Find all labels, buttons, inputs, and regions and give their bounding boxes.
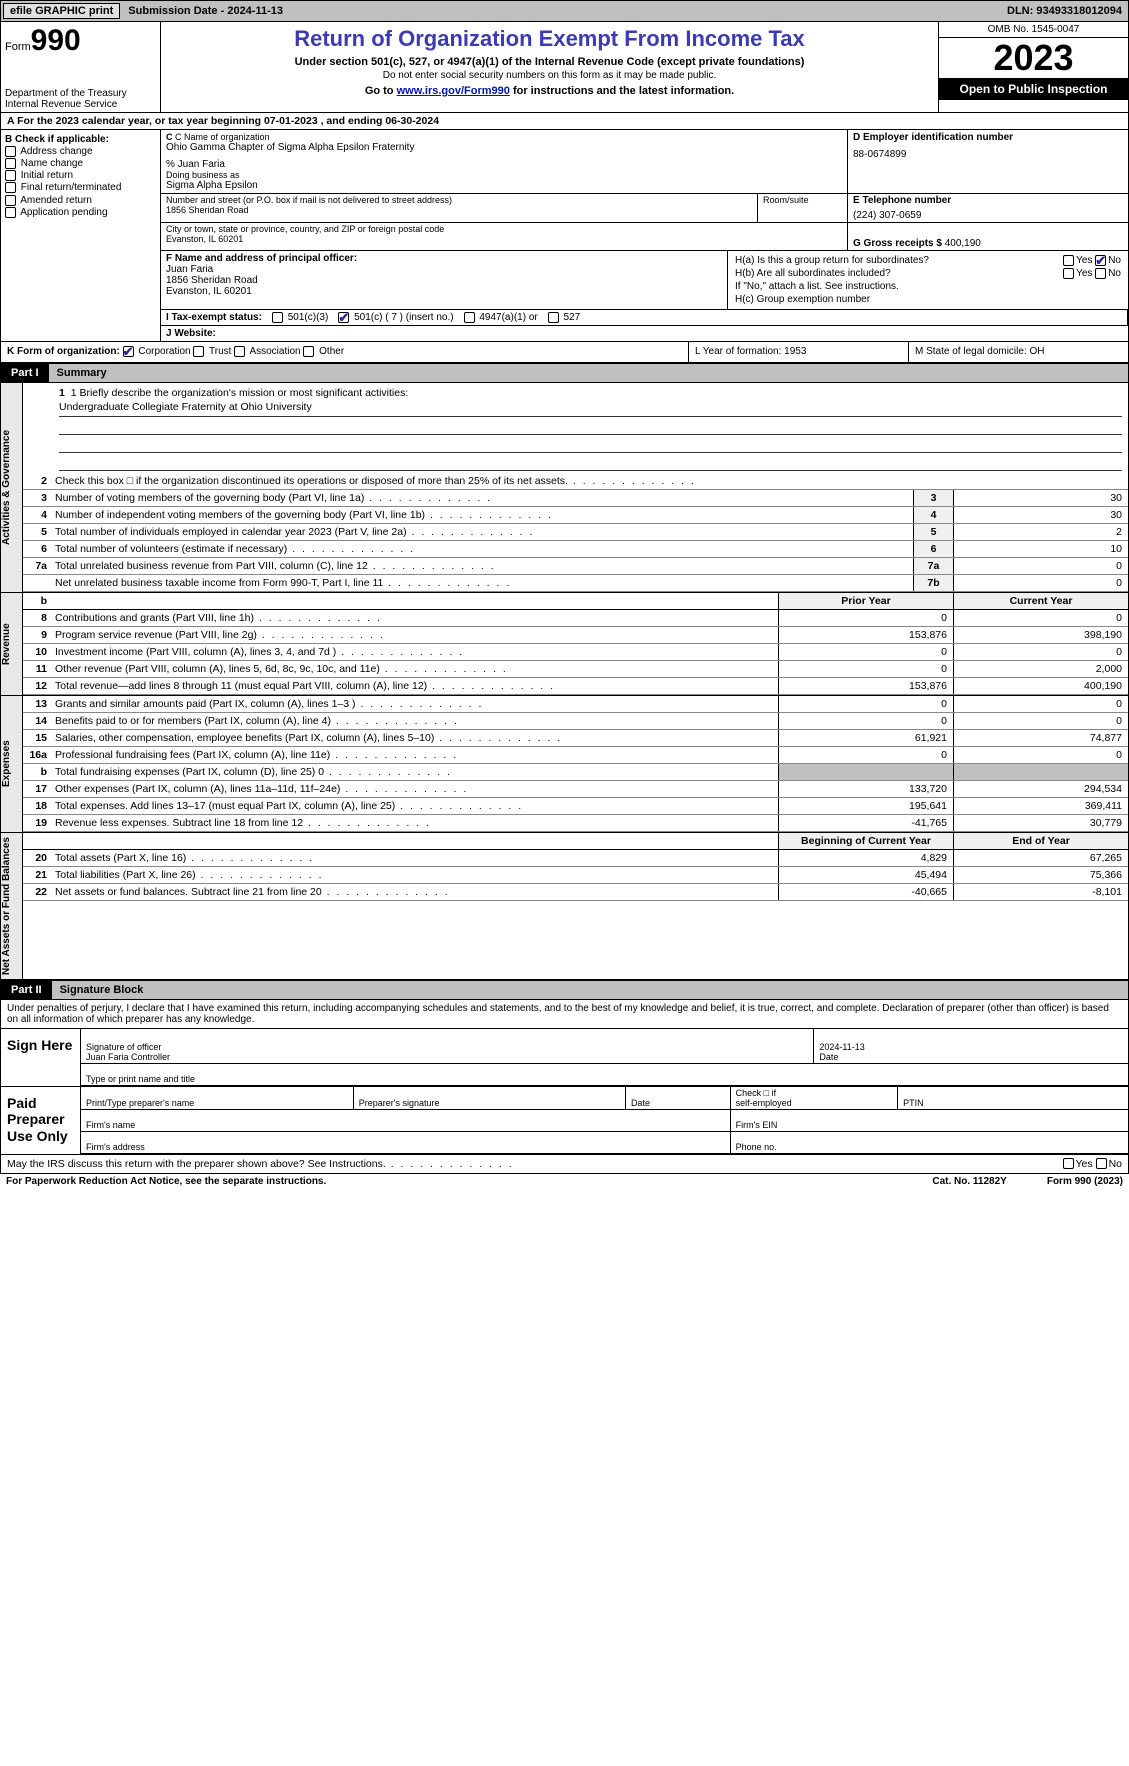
ssn-warning: Do not enter social security numbers on … (167, 70, 932, 81)
box-c: C C Name of organization Ohio Gamma Chap… (161, 130, 848, 193)
box-b: B Check if applicable: Address change Na… (1, 130, 161, 341)
row-i: I Tax-exempt status: 501(c)(3) 501(c) ( … (161, 310, 1128, 325)
summary-line: 12Total revenue—add lines 8 through 11 (… (23, 678, 1128, 695)
summary-line: 8Contributions and grants (Part VIII, li… (23, 610, 1128, 627)
summary-line: 7aTotal unrelated business revenue from … (23, 558, 1128, 575)
declaration: Under penalties of perjury, I declare th… (0, 1000, 1129, 1029)
chk-name-change[interactable] (5, 158, 16, 169)
summary-line: 2Check this box □ if the organization di… (23, 473, 1128, 490)
summary-expenses: Expenses 13Grants and similar amounts pa… (0, 696, 1129, 833)
omb-number: OMB No. 1545-0047 (939, 22, 1128, 38)
chk-address-change[interactable] (5, 146, 16, 157)
summary-line: 10Investment income (Part VIII, column (… (23, 644, 1128, 661)
summary-line: 17Other expenses (Part IX, column (A), l… (23, 781, 1128, 798)
form-number: Form990 (5, 24, 156, 58)
form-title: Return of Organization Exempt From Incom… (167, 26, 932, 52)
summary-line: 3Number of voting members of the governi… (23, 490, 1128, 507)
summary-line: 11Other revenue (Part VIII, column (A), … (23, 661, 1128, 678)
street-address: Number and street (or P.O. box if mail i… (161, 194, 758, 222)
row-k: K Form of organization: Corporation Trus… (0, 342, 1129, 362)
chk-initial-return[interactable] (5, 170, 16, 181)
box-d: D Employer identification number 88-0674… (848, 130, 1128, 193)
summary-line: 21Total liabilities (Part X, line 26)45,… (23, 867, 1128, 884)
chk-final-return[interactable] (5, 182, 16, 193)
part-ii-header: Part IISignature Block (0, 980, 1129, 1000)
tax-year: 2023 (939, 38, 1128, 78)
dln: DLN: 93493318012094 (1001, 5, 1128, 17)
summary-line: 14Benefits paid to or for members (Part … (23, 713, 1128, 730)
care-of: % Juan Faria (166, 159, 842, 170)
chk-amended-return[interactable] (5, 195, 16, 206)
summary-line: 22Net assets or fund balances. Subtract … (23, 884, 1128, 901)
goto-link: Go to www.irs.gov/Form990 for instructio… (167, 85, 932, 97)
room-suite: Room/suite (758, 194, 848, 222)
summary-line: 4Number of independent voting members of… (23, 507, 1128, 524)
summary-revenue: Revenue b Prior YearCurrent Year 8Contri… (0, 593, 1129, 696)
summary-line: 15Salaries, other compensation, employee… (23, 730, 1128, 747)
top-toolbar: efile GRAPHIC print Submission Date - 20… (0, 0, 1129, 22)
open-to-public: Open to Public Inspection (939, 78, 1128, 100)
part-i-header: Part ISummary (0, 363, 1129, 383)
org-name: Ohio Gamma Chapter of Sigma Alpha Epsilo… (166, 142, 842, 153)
may-discuss: May the IRS discuss this return with the… (0, 1155, 1129, 1174)
chk-app-pending[interactable] (5, 207, 16, 218)
ein: 88-0674899 (853, 149, 1123, 160)
subtitle: Under section 501(c), 527, or 4947(a)(1)… (167, 56, 932, 68)
efile-print-button[interactable]: efile GRAPHIC print (3, 3, 120, 19)
box-h: H(a) Is this a group return for subordin… (728, 251, 1128, 309)
summary-line: 20Total assets (Part X, line 16)4,82967,… (23, 850, 1128, 867)
footer-line: For Paperwork Reduction Act Notice, see … (0, 1174, 1129, 1189)
summary-governance: Activities & Governance 1 1 Briefly desc… (0, 383, 1129, 593)
summary-line: 5Total number of individuals employed in… (23, 524, 1128, 541)
mission: 1 1 Briefly describe the organization's … (23, 383, 1128, 473)
summary-line: 19Revenue less expenses. Subtract line 1… (23, 815, 1128, 832)
dba: Sigma Alpha Epsilon (166, 180, 842, 191)
summary-line: 18Total expenses. Add lines 13–17 (must … (23, 798, 1128, 815)
line-a: A For the 2023 calendar year, or tax yea… (0, 113, 1129, 130)
dept-treasury: Department of the Treasury Internal Reve… (5, 88, 156, 110)
row-j: J Website: (161, 326, 1128, 341)
summary-line: 16aProfessional fundraising fees (Part I… (23, 747, 1128, 764)
submission-date: Submission Date - 2024-11-13 (122, 5, 289, 17)
box-f: F Name and address of principal officer:… (161, 251, 728, 309)
box-g: G Gross receipts $ 400,190 (848, 223, 1128, 250)
city-state: City or town, state or province, country… (161, 223, 848, 250)
header-block: B Check if applicable: Address change Na… (0, 130, 1129, 342)
summary-line: 13Grants and similar amounts paid (Part … (23, 696, 1128, 713)
summary-line: bTotal fundraising expenses (Part IX, co… (23, 764, 1128, 781)
summary-line: 9Program service revenue (Part VIII, lin… (23, 627, 1128, 644)
box-e: E Telephone number (224) 307-0659 (848, 194, 1128, 222)
form-header: Form990 Department of the Treasury Inter… (0, 22, 1129, 113)
summary-net: Net Assets or Fund Balances Beginning of… (0, 833, 1129, 980)
summary-line: 6Total number of volunteers (estimate if… (23, 541, 1128, 558)
sign-here: Sign Here Signature of officerJuan Faria… (0, 1029, 1129, 1087)
paid-preparer: Paid Preparer Use Only Print/Type prepar… (0, 1087, 1129, 1155)
summary-line: Net unrelated business taxable income fr… (23, 575, 1128, 592)
